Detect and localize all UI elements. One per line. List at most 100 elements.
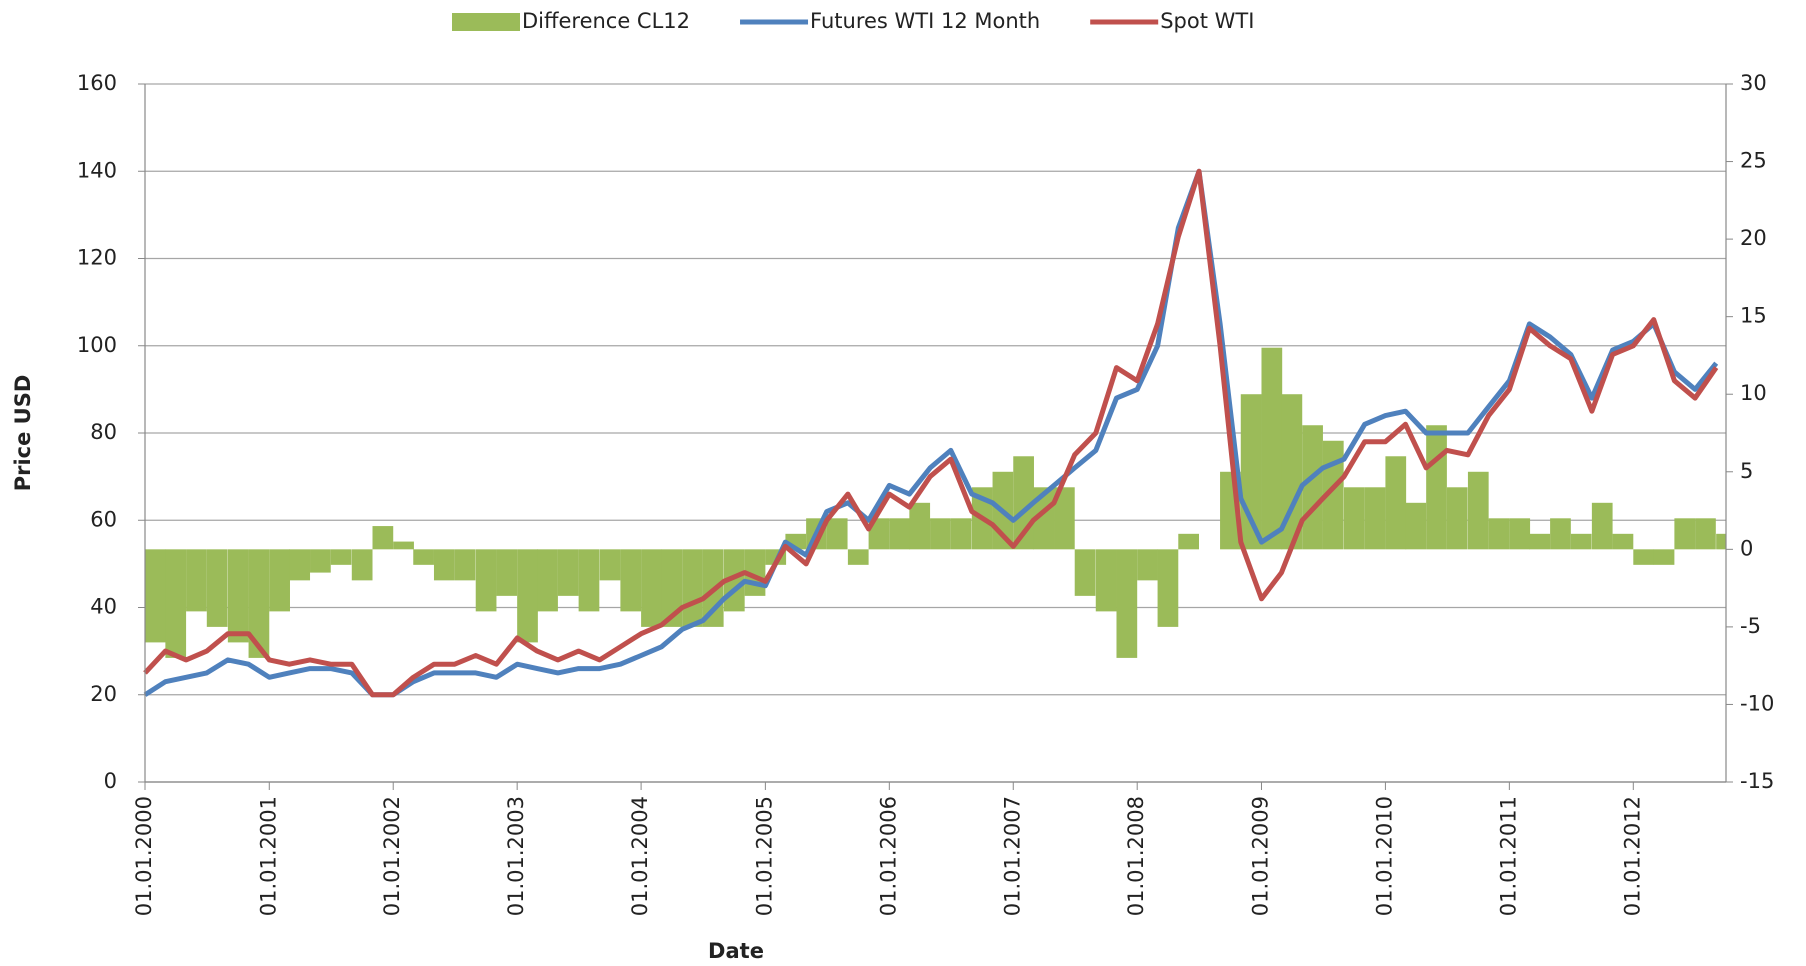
diff-bar: [1570, 533, 1592, 550]
x-tick-label: 01.01.2010: [1372, 796, 1396, 916]
y-tick-label: 20: [90, 682, 117, 706]
legend-label: Spot WTI: [1160, 9, 1254, 33]
diff-bar: [413, 549, 434, 565]
diff-bar: [1674, 518, 1696, 550]
x-tick-label: 01.01.2007: [1000, 796, 1024, 916]
diff-bar: [1405, 502, 1427, 550]
x-tick-label: 01.01.2004: [628, 796, 652, 916]
diff-bar: [847, 549, 869, 565]
legend-label: Futures WTI 12 Month: [810, 9, 1040, 33]
y2-tick-label: 5: [1740, 459, 1753, 483]
y2-tick-label: -15: [1740, 769, 1774, 793]
y2-tick-label: -5: [1740, 614, 1761, 638]
y2-tick-label: 30: [1740, 71, 1767, 95]
diff-bar: [1385, 456, 1407, 550]
diff-bar: [557, 549, 579, 596]
y-tick-label: 160: [77, 71, 117, 95]
y-tick-label: 0: [104, 769, 117, 793]
x-tick-label: 01.01.2009: [1248, 796, 1272, 916]
diff-bar: [1364, 487, 1386, 550]
legend-label: Difference CL12: [522, 9, 690, 33]
y-tick-label: 60: [90, 507, 117, 531]
y2-tick-label: 20: [1740, 226, 1767, 250]
diff-bar: [433, 549, 455, 581]
x-tick-label: 01.01.2006: [876, 796, 900, 916]
y2-tick-label: 15: [1740, 304, 1767, 328]
y-tick-label: 40: [90, 595, 117, 619]
diff-bar: [351, 549, 373, 581]
x-tick-label: 01.01.2002: [380, 796, 404, 916]
diff-bar: [620, 549, 642, 612]
diff-bar: [1281, 394, 1303, 550]
diff-bar: [1591, 502, 1613, 550]
y-tick-label: 140: [77, 158, 117, 182]
diff-bar: [1633, 549, 1655, 565]
x-tick-label: 01.01.2012: [1620, 796, 1644, 916]
x-tick-label: 01.01.2005: [752, 796, 776, 916]
series-line: [143, 168, 1719, 698]
diff-bar: [372, 526, 394, 550]
diff-bar: [641, 549, 662, 627]
diff-bar: [165, 549, 187, 658]
diff-bar: [393, 541, 414, 550]
x-tick-label: 01.01.2001: [256, 796, 280, 916]
diff-bar: [661, 549, 683, 627]
diff-bar: [206, 549, 228, 627]
diff-bar: [889, 518, 911, 550]
diff-bar: [310, 549, 331, 573]
diff-bar: [1612, 533, 1634, 550]
diff-bar: [454, 549, 476, 581]
diff-bar: [1653, 549, 1675, 565]
diff-bar: [1240, 394, 1262, 550]
diff-bar: [269, 549, 290, 612]
diff-bar: [1095, 549, 1117, 612]
legend-swatch: [452, 13, 520, 31]
x-axis-title: Date: [708, 939, 764, 963]
diff-bar: [496, 549, 518, 596]
diff-bar: [599, 549, 621, 581]
diff-bar: [930, 518, 951, 550]
diff-bar: [682, 549, 703, 627]
x-tick-label: 01.01.2003: [504, 796, 528, 916]
diff-bar: [248, 549, 270, 658]
diff-bar: [517, 549, 538, 643]
diff-bar: [1426, 425, 1447, 550]
diff-bar: [1116, 549, 1138, 658]
diff-bar: [1467, 471, 1489, 550]
diff-bar: [1178, 533, 1199, 550]
x-tick-label: 01.01.2008: [1124, 796, 1148, 916]
diff-bar: [1529, 533, 1551, 550]
diff-bar: [227, 549, 249, 643]
diff-bar: [826, 518, 848, 550]
x-tick-label: 01.01.2000: [132, 796, 156, 916]
diff-bar: [475, 549, 497, 612]
diff-bar: [578, 549, 600, 612]
y-axis-title: Price USD: [11, 375, 35, 492]
y-tick-label: 120: [77, 246, 117, 270]
diff-bar: [950, 518, 972, 550]
x-tick-label: 01.01.2011: [1496, 796, 1520, 916]
diff-bar: [868, 518, 890, 550]
diff-bar: [909, 502, 931, 550]
diff-bar: [1074, 549, 1096, 596]
diff-bar: [145, 549, 166, 643]
diff-bar: [1302, 425, 1323, 550]
diff-bar: [1488, 518, 1510, 550]
diff-bar: [1033, 487, 1055, 550]
diff-bar: [289, 549, 311, 581]
diff-bar: [330, 549, 352, 565]
diff-bar: [1137, 549, 1158, 581]
y2-tick-label: 25: [1740, 149, 1767, 173]
diff-bar: [1157, 549, 1179, 627]
y-tick-label: 80: [90, 420, 117, 444]
diff-bar: [1261, 347, 1283, 550]
diff-bar: [1716, 533, 1726, 550]
diff-bar: [186, 549, 207, 612]
y2-tick-label: 0: [1740, 536, 1753, 560]
diff-bar: [537, 549, 558, 612]
y2-tick-label: -10: [1740, 691, 1774, 715]
y2-tick-label: 10: [1740, 381, 1767, 405]
diff-bar: [1054, 487, 1075, 550]
y-tick-label: 100: [77, 333, 117, 357]
